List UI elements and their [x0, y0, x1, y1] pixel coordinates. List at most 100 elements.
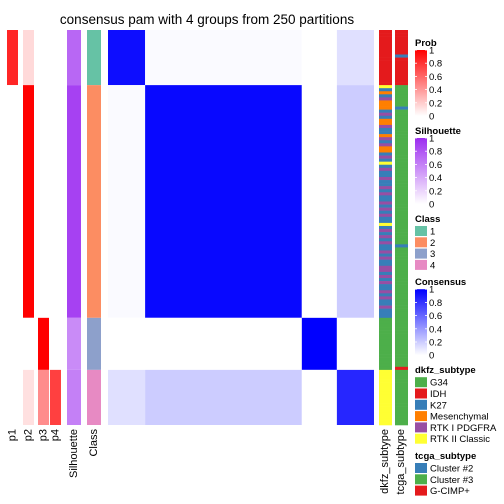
legend-gradient-silhouette: [415, 138, 427, 204]
dkfz-subtype-cell: [379, 210, 392, 215]
tcga-subtype-cell: [395, 274, 408, 279]
consensus-matrix: [108, 30, 374, 425]
dkfz-subtype-cell: [379, 274, 392, 279]
dkfz-subtype-cell: [379, 397, 392, 401]
dkfz-subtype-cell: [379, 127, 392, 132]
dkfz-subtype-cell: [379, 109, 392, 113]
class-cell-g4: [87, 369, 101, 425]
dkfz-subtype-cell: [379, 287, 392, 291]
tcga-subtype-cell: [395, 241, 408, 245]
tcga-subtype-cell: [395, 198, 408, 202]
dkfz-subtype-cell: [379, 232, 392, 236]
silhouette-column: [67, 30, 81, 425]
tcga-subtype-cell: [395, 327, 408, 331]
dkfz-subtype-cell: [379, 100, 392, 104]
legend-tick-prob: 1: [429, 46, 434, 57]
tcga-subtype-cell: [395, 253, 408, 257]
tcga-subtype-cell: [395, 82, 408, 86]
dkfz-subtype-cell: [379, 385, 392, 389]
tcga-subtype-cell: [395, 317, 408, 322]
dkfz-subtype-cell: [379, 314, 392, 319]
tcga-subtype-cell: [395, 210, 408, 215]
dkfz-subtype-cell: [379, 161, 392, 166]
dkfz-subtype-cell: [379, 357, 392, 361]
dkfz-subtype-cell: [379, 403, 392, 407]
tcga-subtype-cell: [395, 192, 408, 196]
legend-tick-prob: 0.6: [429, 72, 442, 83]
dkfz-subtype-cell: [379, 140, 392, 144]
tcga-subtype-cell: [395, 281, 408, 285]
dkfz-subtype-cell: [379, 369, 392, 374]
dkfz-subtype-cell: [379, 189, 392, 193]
dkfz-subtype-cell: [379, 164, 392, 169]
consensus-block-1-1: [108, 30, 146, 86]
prob-cell-g3-p2: [23, 317, 34, 370]
dkfz-subtype-cell: [379, 259, 392, 264]
legend-label-class: 2: [430, 238, 435, 249]
consensus-block-1-3: [301, 30, 337, 86]
tcga-subtype-cell: [395, 418, 408, 423]
prob-cell-g1-p4: [50, 30, 61, 86]
legend-title-class: Class: [415, 214, 440, 225]
dkfz-subtype-cell: [379, 336, 392, 340]
dkfz-subtype-cell: [379, 201, 392, 205]
tcga-subtype-cell: [395, 296, 408, 300]
dkfz-subtype-cell: [379, 317, 392, 322]
tcga-subtype-cell: [395, 244, 408, 248]
dkfz-subtype-cell: [379, 354, 392, 358]
dkfz-subtype-cell: [379, 57, 392, 61]
dkfz-subtype-cell: [379, 51, 392, 55]
tcga-subtype-cell: [395, 379, 408, 383]
legend-swatch-tcga-subtype: [415, 463, 427, 473]
tcga-subtype-cell: [395, 330, 408, 334]
legend-label-class: 1: [430, 227, 435, 238]
prob-cell-g2-p1: [7, 85, 18, 318]
tcga-subtype-cell: [395, 222, 408, 227]
dkfz-subtype-cell: [379, 412, 392, 417]
tcga-subtype-cell: [395, 421, 408, 426]
dkfz-subtype-cell: [379, 271, 392, 276]
tcga-subtype-cell: [395, 124, 408, 129]
tcga-subtype-cell: [395, 173, 408, 178]
dkfz-subtype-cell: [379, 415, 392, 420]
legend-swatch-dkfz-subtype: [415, 433, 427, 444]
dkfz-subtype-cell: [379, 152, 392, 156]
prob-cell-g4-p1: [7, 369, 18, 425]
tcga-subtype-cell: [395, 284, 408, 288]
prob-cell-g4-p3: [38, 369, 49, 425]
tcga-subtype-cell: [395, 112, 408, 117]
dkfz-subtype-cell: [379, 388, 392, 392]
legend-gradient-consensus: [415, 289, 427, 356]
tcga-subtype-cell: [395, 366, 408, 371]
silhouette-cell-g2: [67, 85, 81, 318]
dkfz-subtype-cell: [379, 363, 392, 368]
consensus-block-3-2: [145, 317, 302, 370]
tcga-subtype-cell: [395, 363, 408, 368]
tcga-subtype-cell: [395, 369, 408, 374]
tcga-subtype-cell: [395, 195, 408, 199]
dkfz-subtype-cell: [379, 134, 392, 138]
legend-tick-silhouette: 1: [429, 134, 434, 145]
tcga-subtype-cell: [395, 391, 408, 395]
tcga-subtype-cell: [395, 143, 408, 147]
legend-swatch-dkfz-subtype: [415, 377, 427, 388]
dkfz-subtype-cell: [379, 143, 392, 147]
dkfz-subtype-cell: [379, 48, 392, 52]
dkfz-subtype-cell: [379, 94, 392, 98]
dkfz-subtype-cell: [379, 85, 392, 89]
tcga-subtype-cell: [395, 97, 408, 101]
tcga-subtype-cell: [395, 121, 408, 126]
tcga-subtype-cell: [395, 406, 408, 410]
dkfz-subtype-cell: [379, 268, 392, 273]
class-cell-g3: [87, 317, 101, 370]
prob-cell-g2-p4: [50, 85, 61, 318]
probability-columns: [7, 30, 61, 425]
dkfz-subtype-cell: [379, 106, 392, 110]
tcga-subtype-cell: [395, 216, 408, 221]
dkfz-subtype-cell: [379, 72, 392, 77]
dkfz-subtype-cell: [379, 256, 392, 260]
tcga-subtype-cell: [395, 268, 408, 273]
tcga-subtype-cell: [395, 180, 408, 184]
tcga-subtype-cell: [395, 357, 408, 361]
consensus-block-2-4: [336, 85, 374, 318]
